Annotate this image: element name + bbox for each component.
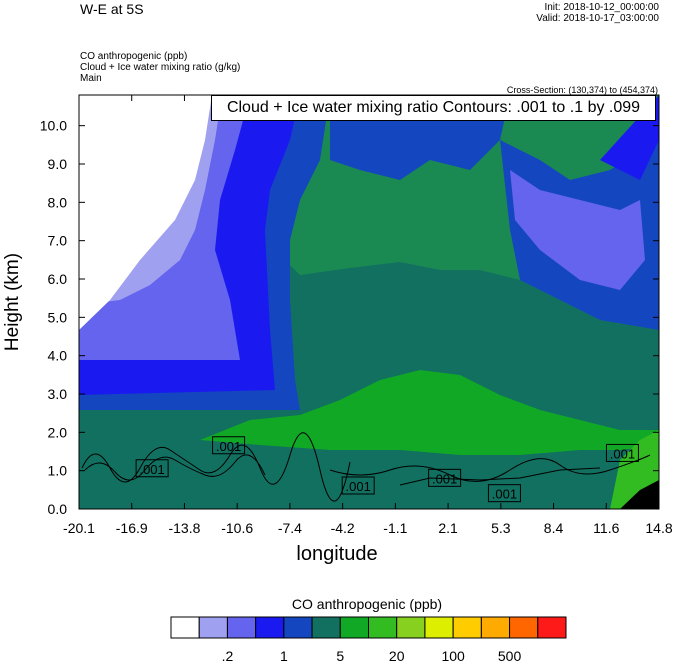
colorbar-label: .2 [222,648,234,664]
colorbar-swatch [368,616,398,639]
init-time: Init: 2018-10-12_00:00:00 [544,2,659,13]
x-axis-label: longitude [296,543,378,565]
colorbar-swatch [170,616,200,639]
x-tick-label: -16.9 [116,520,148,536]
x-tick-label: -1.1 [383,520,407,536]
colorbar-label: 1 [280,648,288,664]
colorbar-swatch [509,616,539,639]
contour-label: .001 [139,462,164,477]
heatmap-field [79,95,659,509]
colorbar-swatch [396,616,426,639]
valid-time: Valid: 2018-10-17_03:00:00 [536,13,659,24]
x-tick-label: 11.6 [593,520,619,536]
contour-lines [81,432,651,502]
y-axis-label: Height (km) [2,253,23,351]
y-tick-label: 2.0 [48,424,68,440]
colorbar-label: 20 [389,648,405,664]
contour-label-box [341,476,375,495]
colorbar: .2 1 5 20 100 500 [170,616,567,664]
contour-label-box [135,459,169,478]
colorbar-swatch [424,616,454,639]
y-tick-label: 9.0 [48,156,68,172]
x-axis: -20.1 -16.9 -13.8 -10.6 -7.4 -4.2 -1.1 2.1 5.3 8.… [63,95,673,536]
x-tick-label: 14.8 [645,520,672,536]
y-tick-label: 4.0 [48,348,68,364]
colorbar-swatch [452,616,482,639]
contour-label-box [605,443,639,462]
colorbar-swatch [255,616,285,639]
x-tick-label: -10.6 [221,520,253,536]
y-tick-label: 6.0 [48,271,68,287]
y-tick-label: 7.0 [48,233,68,249]
contour-label: .001 [216,439,241,454]
y-tick-label: 8.0 [48,194,68,210]
y-tick-label: 10.0 [40,118,67,134]
y-tick-label: 3.0 [48,386,68,402]
colorbar-label: 100 [441,648,465,664]
x-tick-label: 8.4 [544,520,564,536]
colorbar-title: CO anthropogenic (ppb) [291,596,443,612]
colorbar-swatch [311,616,341,639]
contour-banner: Cloud + Ice water mixing ratio Contours:… [211,95,656,121]
contour-label: .001 [432,471,457,486]
y-axis: 0.0 1.0 2.0 3.0 4.0 5.0 6.0 7.0 8.0 9.0 10.0 [40,118,659,517]
colorbar-swatch [226,616,257,639]
field-teal-surface [79,420,659,509]
colorbar-label: 500 [498,648,522,664]
contour-label: .001 [346,479,371,494]
y-tick-label: 1.0 [48,463,68,479]
cross-section-label: Cross-Section: (130,374) to (454,374) [506,85,658,95]
variable-label-co: CO anthropogenic (ppb) [80,51,188,62]
colorbar-swatch [283,616,313,639]
colorbar-label: 5 [336,648,344,664]
colorbar-swatch [537,616,567,639]
colorbar-swatch [480,616,511,639]
x-tick-label: 2.1 [438,520,458,536]
x-tick-label: 5.3 [491,520,511,536]
terrain [620,480,659,509]
variable-label-main: Main [80,73,102,84]
x-tick-label: -4.2 [331,520,355,536]
x-tick-label: -13.8 [168,520,200,536]
x-tick-label: -7.4 [278,520,302,536]
contour-label-box [428,468,462,487]
contour-label-box [487,484,521,503]
colorbar-swatch [339,616,369,639]
contour-label-box [212,436,246,455]
contour-label: .001 [610,446,635,461]
plot-title: W-E at 5S [80,1,144,17]
variable-label-cloud: Cloud + Ice water mixing ratio (g/kg) [80,62,241,73]
field-white [79,95,212,330]
y-tick-label: 5.0 [48,309,68,325]
x-tick-label: -20.1 [63,520,95,536]
colorbar-swatch [198,616,228,639]
contour-label: .001 [492,487,517,502]
contour-labels: .001 .001 .001 .001 .001 .001 [135,436,639,503]
y-tick-label: 0.0 [48,501,68,517]
field-mid-blue-right [510,170,645,290]
